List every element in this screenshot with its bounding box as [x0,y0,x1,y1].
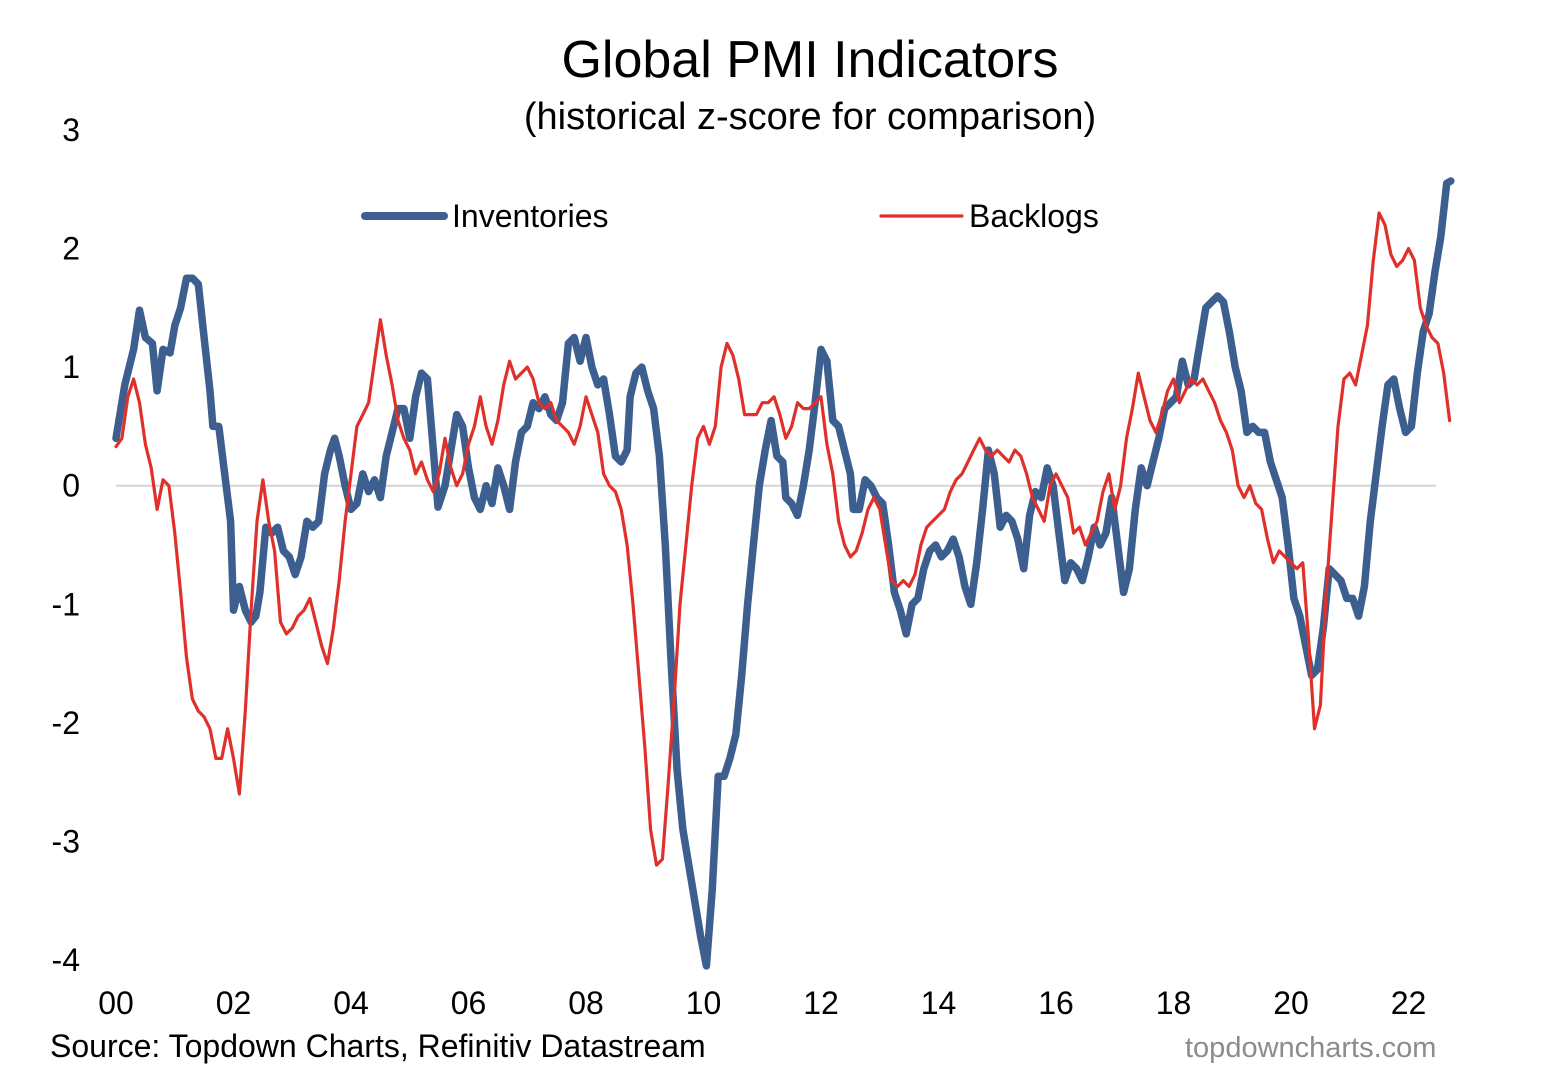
x-tick-label: 10 [686,985,722,1021]
watermark: topdowncharts.com [1185,1032,1437,1064]
chart-subtitle: (historical z-score for comparison) [523,96,1097,138]
x-tick-label: 14 [921,985,957,1021]
x-tick-label: 02 [216,985,252,1021]
chart-title: Global PMI Indicators [561,31,1059,89]
series-line-inventories [112,177,1455,970]
y-tick-label: 1 [62,349,80,385]
y-tick-label: -1 [52,586,80,622]
source-note: Source: Topdown Charts, Refinitiv Datast… [50,1028,706,1064]
x-tick-label: 18 [1156,985,1192,1021]
x-tick-label: 16 [1038,985,1074,1021]
legend-label-backlogs: Backlogs [969,198,1099,234]
y-tick-label: 3 [62,112,80,148]
y-tick-label: -2 [52,705,80,741]
x-tick-label: 12 [803,985,839,1021]
x-tick-label: 06 [451,985,487,1021]
x-tick-label: 00 [98,985,134,1021]
x-tick-label: 20 [1273,985,1309,1021]
x-tick-label: 08 [568,985,604,1021]
series-line-backlogs [114,211,1452,867]
y-tick-label: 2 [62,231,80,267]
legend-label-inventories: Inventories [452,198,609,234]
y-tick-label: -4 [52,942,80,978]
x-tick-label: 04 [333,985,369,1021]
x-tick-label: 22 [1391,985,1427,1021]
y-tick-label: -3 [52,823,80,859]
y-tick-label: 0 [62,468,80,504]
